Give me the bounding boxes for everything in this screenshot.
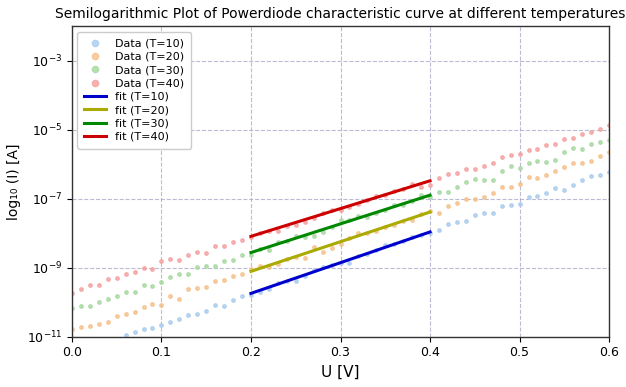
Legend: Data (T=10), Data (T=20), Data (T=30), Data (T=40), fit (T=10), fit (T=20), fit : Data (T=10), Data (T=20), Data (T=30), D… (78, 32, 191, 149)
X-axis label: U [V]: U [V] (321, 365, 360, 380)
Title: Semilogarithmic Plot of Powerdiode characteristic curve at different temperature: Semilogarithmic Plot of Powerdiode chara… (55, 7, 626, 21)
Y-axis label: log₁₀ (I) [A]: log₁₀ (I) [A] (7, 143, 21, 220)
